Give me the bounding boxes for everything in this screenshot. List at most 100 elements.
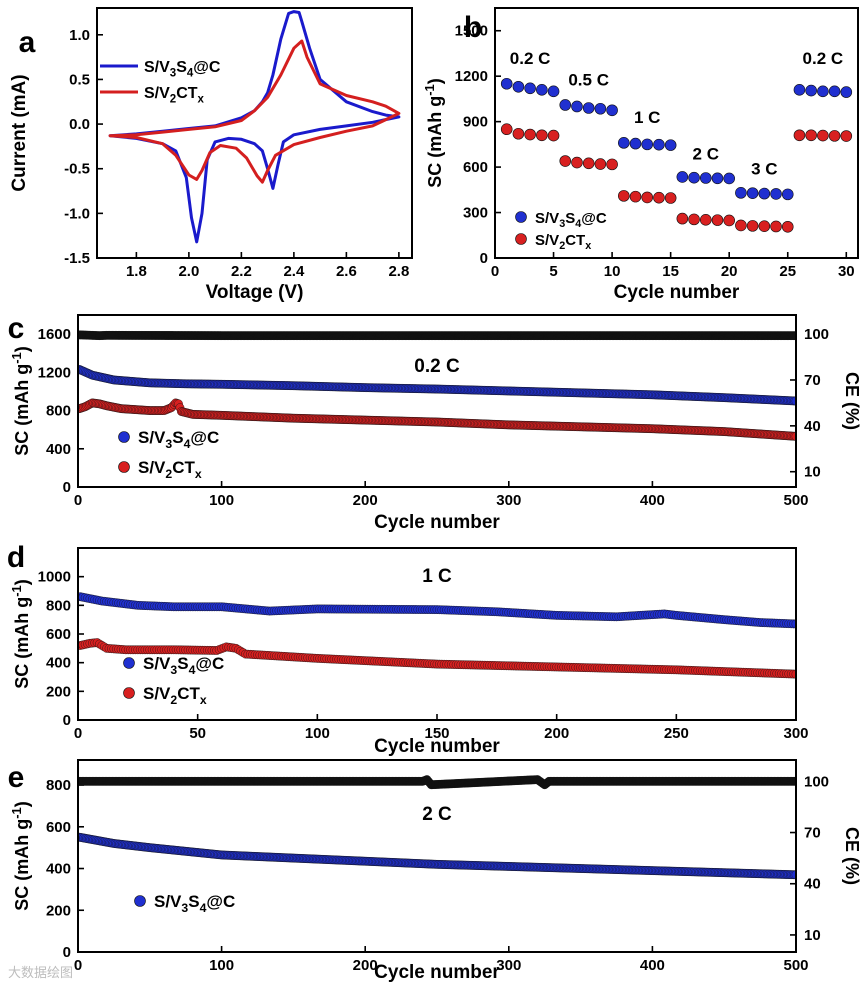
data-point — [688, 213, 700, 226]
data-point — [791, 432, 795, 441]
data-point — [805, 84, 817, 97]
data-point — [512, 80, 525, 93]
x-tick-label: 2.0 — [178, 263, 199, 280]
data-point — [770, 188, 782, 200]
data-point — [711, 214, 724, 226]
data-point — [699, 172, 712, 184]
y-axis-label: SC (mAh g-1) — [422, 78, 445, 188]
data-point — [641, 191, 654, 204]
x-tick-label: 2.2 — [231, 263, 252, 280]
legend-label: S/V3S4@C — [138, 428, 219, 451]
panel-e: e 0 100 200 300 400 500 0 200 400 600 800 10 40 70 100 C… — [8, 759, 862, 983]
data-point — [571, 100, 583, 113]
y-tick-label: 0 — [63, 944, 71, 961]
y-tick-label: 200 — [46, 683, 71, 700]
y2-tick-label: 40 — [804, 876, 821, 893]
x-tick-label: 150 — [424, 725, 449, 742]
y-tick-label: 800 — [46, 403, 71, 420]
data-point — [629, 190, 642, 203]
x-tick-label: 5 — [549, 263, 557, 280]
plot-frame — [77, 759, 797, 953]
y-axis-label: SC (mAh g-1) — [9, 346, 32, 456]
x-tick-label: 200 — [353, 957, 378, 974]
y2-tick-label: 10 — [804, 927, 821, 944]
data-point — [653, 138, 665, 151]
legend-label: S/V2CTx — [535, 232, 591, 252]
data-point — [711, 172, 724, 185]
data-point — [828, 130, 841, 142]
data-point — [770, 220, 782, 233]
x-tick-label: 50 — [189, 725, 206, 742]
data-point — [512, 127, 525, 140]
data-point — [791, 870, 795, 880]
data-point — [582, 102, 595, 114]
y-tick-label: 800 — [46, 597, 71, 614]
data-point — [536, 84, 548, 96]
data-point — [606, 158, 618, 171]
x-tick-label: 100 — [305, 725, 330, 742]
rate-annotation: 2 C — [422, 804, 452, 825]
y2-axis-label: CE (%) — [842, 372, 862, 430]
legend-label: S/V3S4@C — [535, 210, 607, 230]
x-tick-label: 100 — [209, 957, 234, 974]
y-tick-label: 1500 — [455, 23, 488, 40]
x-axis-label: Cycle number — [374, 736, 500, 757]
x-tick-label: 200 — [353, 492, 378, 509]
data-point — [653, 191, 665, 204]
data-point — [688, 171, 700, 184]
y-tick-label: 200 — [46, 902, 71, 919]
data-point — [817, 85, 829, 98]
data-point — [791, 396, 795, 406]
y-tick-label: 1200 — [455, 68, 488, 85]
panel-c: c 0 100 200 300 400 500 0 400 800 1200 1600 10 40 70 10… — [8, 312, 862, 533]
data-point — [500, 77, 513, 90]
y-tick-label: 900 — [463, 114, 488, 131]
x-tick-label: 2.6 — [336, 263, 357, 280]
x-tick-label: 500 — [783, 957, 808, 974]
x-tick-label: 2.4 — [283, 263, 305, 280]
y2-tick-label: 100 — [804, 326, 829, 343]
y-axis-label: Current (mA) — [9, 74, 30, 191]
legend-swatch — [123, 657, 135, 669]
x-axis-label: Cycle number — [374, 962, 500, 983]
legend-swatch — [515, 233, 527, 245]
plot-frame — [77, 314, 797, 488]
data-point — [559, 155, 572, 167]
data-point — [840, 86, 853, 98]
y2-tick-label: 40 — [804, 418, 821, 435]
x-axis-label: Cycle number — [614, 282, 740, 303]
data-point — [758, 220, 771, 232]
panel-letter: a — [19, 26, 36, 59]
y-tick-label: -1.5 — [64, 250, 90, 267]
legend-swatch — [515, 211, 527, 223]
data-point — [817, 129, 829, 142]
data-point — [805, 129, 817, 142]
panel-d: d 0 50 100 150 200 250 300 0 200 400 600 800 1000 Cycl… — [7, 541, 809, 757]
data-point — [723, 214, 735, 227]
legend-label: S/V2CTx — [144, 85, 205, 105]
data-point — [793, 129, 806, 142]
y-tick-label: 800 — [46, 777, 71, 794]
x-tick-label: 1.8 — [126, 263, 147, 280]
x-tick-label: 500 — [783, 492, 808, 509]
rate-label: 0.2 C — [510, 49, 551, 68]
x-tick-label: 300 — [783, 725, 808, 742]
data-point — [594, 158, 607, 170]
data-layer — [79, 330, 795, 441]
legend-label: S/V2CTx — [138, 458, 202, 481]
data-point — [500, 123, 513, 136]
data-point — [559, 99, 572, 111]
data-point — [618, 137, 630, 149]
data-point — [664, 139, 677, 151]
data-layer — [108, 10, 401, 244]
y-tick-label: 0.0 — [69, 116, 90, 133]
x-axis-label: Cycle number — [374, 512, 500, 533]
data-point — [791, 619, 795, 629]
data-point — [758, 187, 771, 200]
y2-tick-label: 70 — [804, 372, 821, 389]
y-tick-label: -1.0 — [64, 205, 90, 222]
x-tick-label: 2.8 — [388, 263, 409, 280]
legend-swatch — [134, 895, 146, 907]
x-tick-label: 0 — [491, 263, 499, 280]
